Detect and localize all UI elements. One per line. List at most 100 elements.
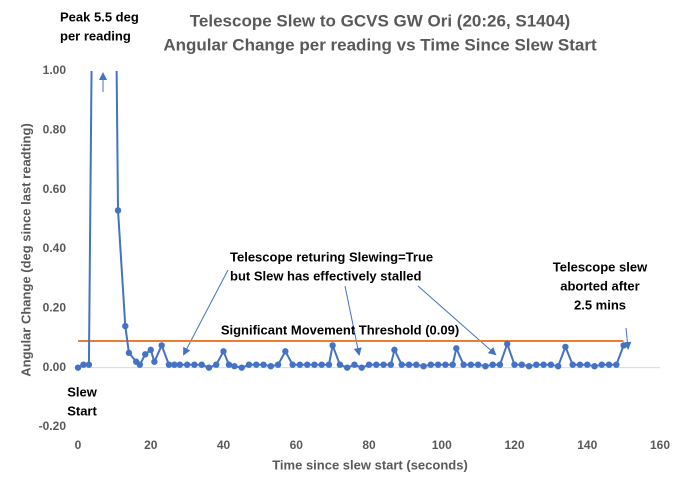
y-tick-label: -0.20 [39, 419, 67, 433]
data-point [158, 342, 165, 349]
data-point [147, 346, 154, 354]
data-point [267, 362, 274, 370]
x-tick-label: 80 [362, 438, 376, 452]
y-tick-label: 0.60 [43, 182, 67, 196]
data-point [136, 361, 144, 368]
data-point [434, 361, 442, 368]
data-point [467, 361, 475, 368]
annotation: Telescope slew [553, 259, 648, 274]
data-point [569, 361, 576, 368]
x-tick-label: 100 [432, 438, 452, 452]
annotation: aborted after [560, 278, 639, 293]
data-point [391, 346, 398, 354]
data-point [511, 361, 518, 368]
data-point [74, 364, 82, 371]
annotation: but Slew has effectively stalled [230, 268, 422, 283]
data-point [260, 361, 267, 368]
data-point [474, 361, 482, 368]
data-point [405, 361, 413, 368]
data-point [427, 361, 435, 368]
data-point [373, 361, 380, 368]
data-point [613, 361, 620, 368]
annotation: Start [67, 403, 97, 418]
data-point [289, 361, 296, 368]
data-point [274, 361, 282, 368]
x-tick-label: 120 [504, 438, 524, 452]
data-point [225, 361, 233, 368]
x-tick-label: 60 [290, 438, 304, 452]
data-point [191, 361, 198, 368]
data-point [554, 362, 562, 370]
data-point [142, 351, 149, 358]
data-point [151, 358, 158, 365]
data-point [85, 361, 93, 368]
data-point [504, 340, 511, 348]
x-tick-label: 160 [650, 438, 670, 452]
annotation: per reading [60, 28, 131, 43]
x-tick-label: 40 [217, 438, 231, 452]
data-point [387, 361, 395, 368]
data-point [171, 361, 178, 368]
data-point [318, 361, 325, 368]
data-point [576, 361, 584, 368]
data-point [176, 361, 184, 368]
data-point [114, 207, 122, 214]
data-point [336, 361, 344, 368]
arrow [417, 285, 497, 356]
arrow [344, 285, 362, 356]
x-tick-label: 20 [144, 438, 158, 452]
data-point [80, 361, 87, 368]
chart-title: Angular Change per reading vs Time Since… [163, 35, 597, 54]
data-point [442, 361, 449, 368]
data-point [547, 361, 555, 368]
y-tick-label: 1.00 [43, 63, 67, 77]
y-tick-label: 0.80 [43, 123, 67, 137]
series [74, 71, 627, 371]
data-point [253, 361, 260, 368]
data-point [540, 361, 547, 368]
data-point [245, 361, 253, 368]
arrows [99, 72, 632, 356]
data-point [482, 362, 489, 370]
annotation: Peak 5.5 deg [60, 9, 139, 24]
data-point [311, 361, 318, 368]
data-point [183, 361, 191, 368]
data-point [303, 361, 311, 368]
data-point [453, 345, 460, 352]
data-point [122, 322, 129, 330]
data-point [380, 361, 387, 368]
chart-title: Telescope Slew to GCVS GW Ori (20:26, S1… [190, 11, 570, 30]
annotation: Telescope returing Slewing=True [230, 249, 433, 264]
data-point [282, 348, 289, 355]
data-point [398, 361, 405, 368]
data-point [198, 361, 205, 368]
data-point [584, 361, 591, 368]
data-point [343, 364, 351, 371]
annotation: Slew [67, 384, 98, 399]
data-point [213, 361, 220, 368]
data-point [205, 364, 213, 371]
data-point [420, 362, 427, 370]
data-point [460, 361, 467, 368]
data-point [449, 361, 456, 368]
data-point [325, 361, 333, 368]
data-point [413, 361, 420, 368]
y-axis-title: Angular Change (deg since last readting) [18, 123, 33, 377]
data-point [518, 361, 525, 368]
data-point [351, 361, 358, 368]
data-point [489, 361, 496, 368]
data-point [591, 362, 598, 370]
data-point [620, 342, 627, 349]
data-point [358, 364, 365, 371]
data-point [231, 362, 238, 370]
data-point [296, 361, 304, 368]
data-point [605, 361, 613, 368]
arrow [623, 327, 632, 350]
data-point [496, 361, 504, 368]
data-point [365, 361, 373, 368]
x-tick-label: 140 [577, 438, 597, 452]
data-point [220, 348, 227, 355]
data-point [598, 361, 605, 368]
x-axis-title: Time since slew start (seconds) [272, 457, 468, 472]
